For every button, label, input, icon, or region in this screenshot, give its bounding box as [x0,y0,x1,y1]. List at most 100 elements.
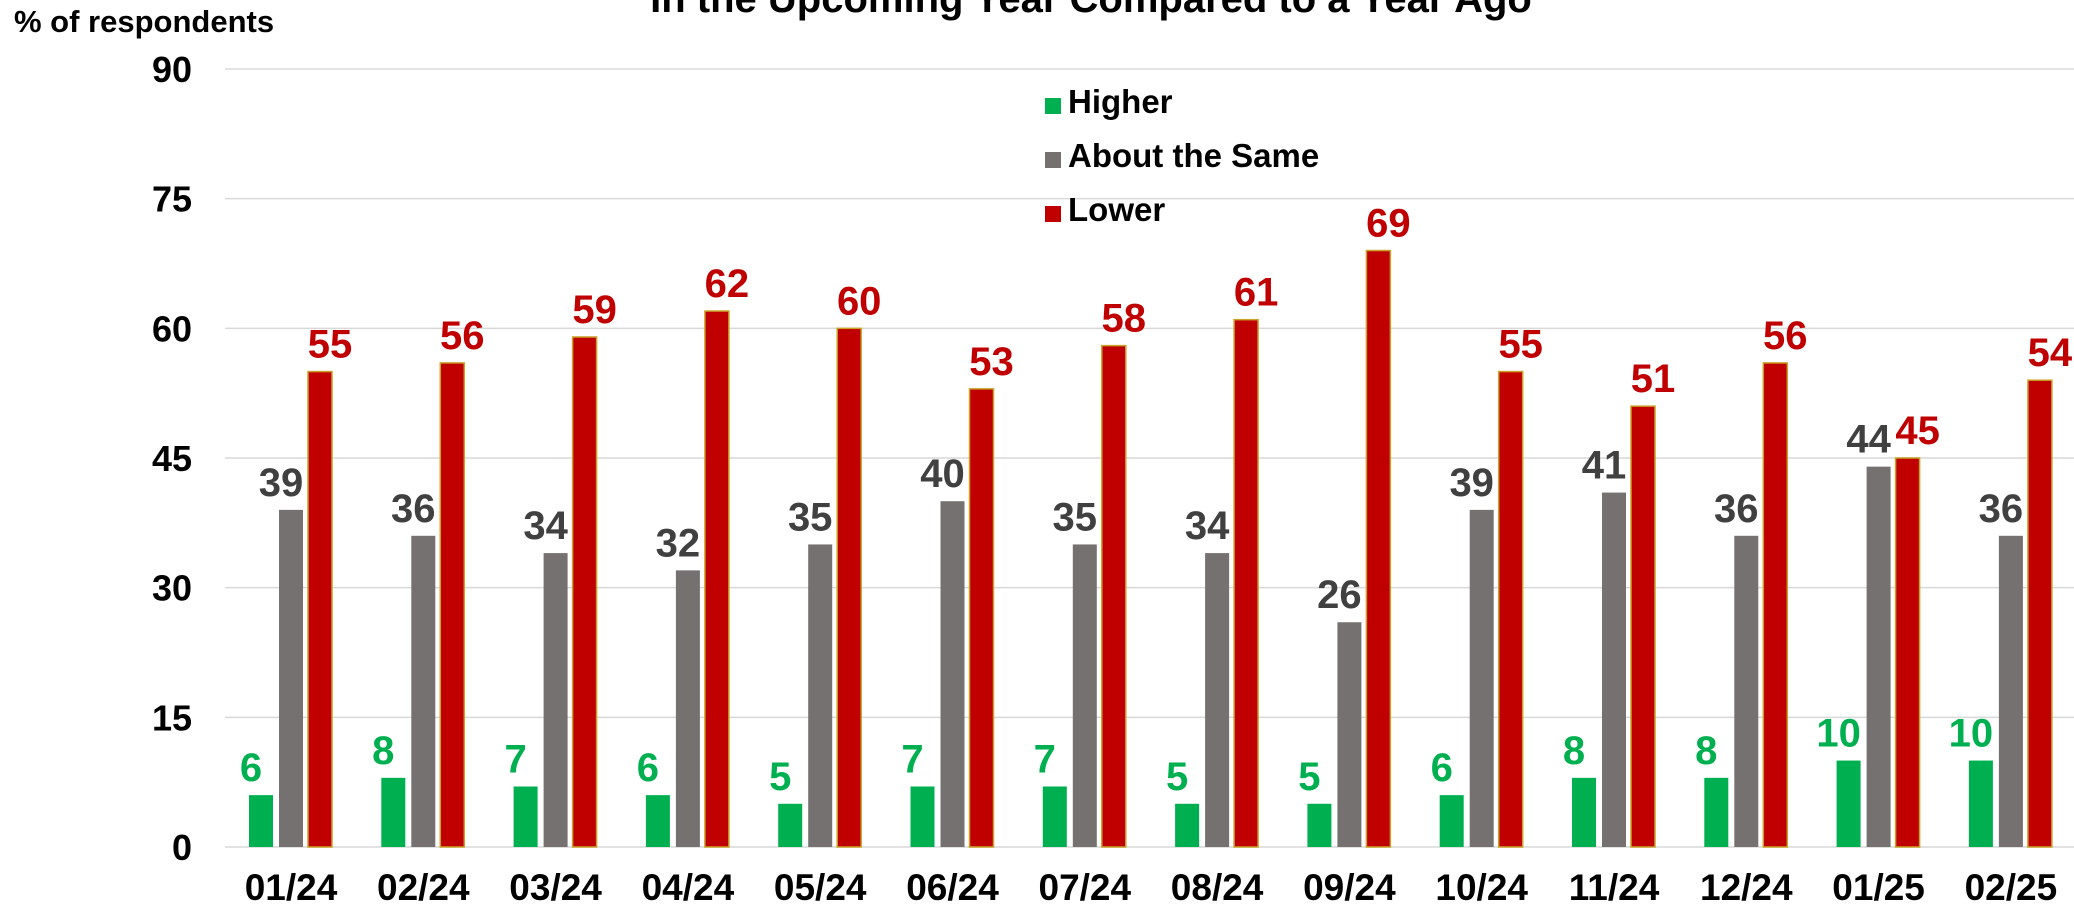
value-label: 26 [1317,573,1362,617]
x-tick-label: 04/24 [642,867,735,908]
bar [1704,778,1728,847]
bar [1175,804,1199,847]
x-tick-label: 01/25 [1832,867,1925,908]
bar [705,311,729,847]
bar [1499,372,1523,847]
y-tick-label: 0 [172,827,192,868]
bar [1837,761,1861,847]
bar [778,804,802,847]
value-label: 6 [240,746,262,790]
bar [1867,467,1891,847]
value-label: 39 [1449,461,1494,505]
value-label: 35 [1053,495,1098,539]
x-tick-label: 06/24 [906,867,999,908]
legend-swatch [1045,206,1061,222]
value-label: 45 [1895,409,1940,453]
bar [1602,493,1626,847]
bar [1969,761,1993,847]
value-label: 41 [1582,444,1627,488]
x-tick-label: 08/24 [1171,867,1264,908]
bar [911,786,935,847]
value-label: 8 [1563,729,1585,773]
bar [381,778,405,847]
value-label: 55 [308,323,353,367]
bar [1470,510,1494,847]
x-tick-label: 02/24 [377,867,470,908]
chart: In the Upcoming Year Compared to a Year … [0,0,2074,909]
x-tick-label: 02/25 [1965,867,2058,908]
value-label: 34 [1185,504,1230,548]
bar [440,363,464,847]
bar [1337,622,1361,847]
value-label: 5 [769,755,791,799]
y-tick-label: 45 [152,438,192,479]
bar [676,570,700,847]
value-label: 6 [1431,746,1453,790]
bar [1234,320,1258,847]
value-label: 5 [1166,755,1188,799]
bar [1073,544,1097,847]
bar [1572,778,1596,847]
value-label: 8 [1695,729,1717,773]
value-label: 36 [1979,487,2024,531]
value-label: 58 [1102,297,1147,341]
value-label: 59 [572,288,617,332]
legend-label: Higher [1068,83,1173,120]
bar [1102,346,1126,847]
chart-title: In the Upcoming Year Compared to a Year … [650,0,1532,21]
bar [1366,251,1390,847]
x-tick-label: 03/24 [509,867,602,908]
x-tick-label: 10/24 [1435,867,1528,908]
value-label: 62 [705,262,750,306]
value-label: 32 [656,521,701,565]
legend-swatch [1045,98,1061,114]
x-tick-label: 01/24 [245,867,338,908]
legend-label: About the Same [1068,137,1319,174]
bar [544,553,568,847]
legend-label: Lower [1068,191,1165,228]
y-tick-label: 15 [152,697,192,738]
bar [837,328,861,847]
bar [411,536,435,847]
bar [970,389,994,847]
bar [1205,553,1229,847]
value-label: 7 [504,737,526,781]
y-tick-label: 60 [152,308,192,349]
value-label: 56 [1763,314,1808,358]
bar [1763,363,1787,847]
bar [1896,458,1920,847]
value-label: 35 [788,495,833,539]
value-label: 51 [1631,357,1676,401]
bar [249,795,273,847]
value-label: 44 [1846,418,1891,462]
value-label: 8 [372,729,394,773]
x-tick-label: 12/24 [1700,867,1793,908]
bar [279,510,303,847]
bar [1999,536,2023,847]
value-label: 7 [901,737,923,781]
bar [1043,786,1067,847]
bar [1734,536,1758,847]
y-tick-label: 75 [152,179,192,220]
bar [1440,795,1464,847]
value-label: 61 [1234,271,1279,315]
x-tick-label: 11/24 [1569,867,1660,908]
x-tick-label: 09/24 [1303,867,1396,908]
value-label: 53 [969,340,1014,384]
value-label: 10 [1949,712,1994,756]
value-label: 39 [259,461,304,505]
value-label: 36 [391,487,436,531]
value-label: 60 [837,279,882,323]
x-tick-label: 05/24 [774,867,867,908]
bar [308,372,332,847]
bar [1631,406,1655,847]
value-label: 56 [440,314,485,358]
bar [808,544,832,847]
value-label: 10 [1816,712,1861,756]
value-label: 54 [2028,331,2073,375]
y-tick-label: 30 [152,568,192,609]
bar [941,501,965,847]
value-label: 69 [1366,202,1411,246]
y-tick-label: 90 [152,49,192,90]
bar [514,786,538,847]
